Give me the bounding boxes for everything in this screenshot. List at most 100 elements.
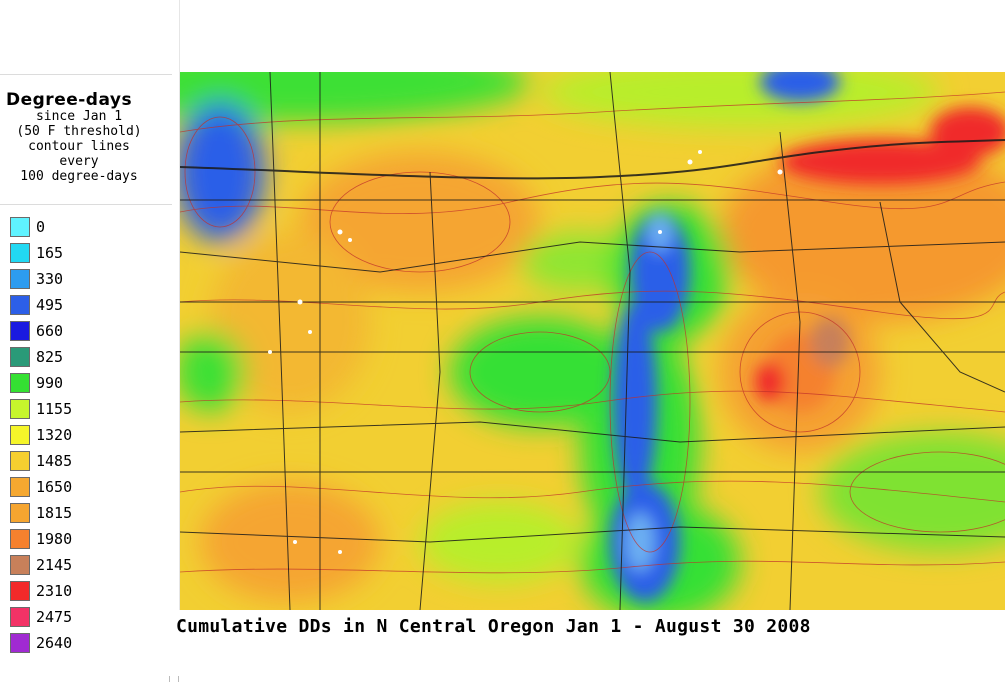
contour-line [180, 181, 1005, 214]
legend-subtitle-line: contour lines [28, 139, 130, 154]
legend-label: 1485 [36, 452, 73, 470]
road-network [180, 72, 1005, 610]
legend-label: 165 [36, 244, 64, 262]
legend-item: 0 [10, 216, 45, 238]
legend-swatch [10, 399, 30, 419]
cold-region [760, 72, 840, 102]
legend-top-rule [0, 74, 172, 75]
urban-spot [348, 238, 352, 242]
legend-item: 495 [10, 294, 63, 316]
legend-label: 990 [36, 374, 64, 392]
road-line [269, 72, 291, 610]
urban-areas [268, 150, 783, 554]
legend-subtitle-line: since Jan 1 [35, 109, 123, 124]
legend-swatch [10, 529, 30, 549]
legend-swatch [10, 633, 30, 653]
cool-region [180, 102, 265, 242]
cool-region [180, 72, 530, 122]
urban-spot [337, 229, 343, 235]
legend-label: 2310 [36, 582, 73, 600]
legend-middle-rule [0, 204, 172, 205]
road-line [419, 171, 441, 610]
legend-subtitle-line: (50 F threshold) [16, 124, 142, 139]
contour-line [180, 290, 1005, 320]
urban-spot [308, 330, 312, 334]
axis-tick [169, 676, 170, 682]
road-line [180, 526, 1005, 543]
map-canvas [180, 72, 1005, 610]
contour-lines [180, 91, 1005, 574]
legend-swatch [10, 477, 30, 497]
legend-swatch [10, 321, 30, 341]
contour-line [180, 390, 1005, 413]
urban-spot [777, 169, 783, 175]
urban-spot [297, 299, 303, 305]
legend-label: 1155 [36, 400, 73, 418]
contour-ring [469, 331, 611, 413]
legend-label: 330 [36, 270, 64, 288]
legend-swatch [10, 451, 30, 471]
legend-swatch [10, 607, 30, 627]
legend-item: 2145 [10, 554, 72, 576]
legend-item: 1155 [10, 398, 72, 420]
legend-label: 495 [36, 296, 64, 314]
legend-label: 1815 [36, 504, 73, 522]
degree-day-map [180, 72, 1005, 610]
legend-item: 1815 [10, 502, 72, 524]
legend-swatch [10, 425, 30, 445]
legend-label: 1650 [36, 478, 73, 496]
legend-item: 330 [10, 268, 63, 290]
contour-ring [739, 311, 861, 433]
contour-ring [849, 451, 1005, 533]
legend-label: 660 [36, 322, 64, 340]
road-line [879, 201, 1005, 393]
urban-spot [268, 350, 272, 354]
river-line [180, 139, 1005, 180]
urban-spot [293, 540, 297, 544]
legend-item: 990 [10, 372, 63, 394]
legend-label: 2475 [36, 608, 73, 626]
legend-label: 0 [36, 218, 46, 236]
legend-label: 1980 [36, 530, 73, 548]
contour-ring [184, 116, 256, 228]
contour-ring [329, 171, 511, 273]
road-line [180, 421, 1005, 443]
panel-divider [179, 0, 180, 610]
urban-spot [338, 550, 342, 554]
urban-spot [698, 150, 702, 154]
legend-swatch [10, 373, 30, 393]
urban-spot [658, 230, 662, 234]
legend-item: 825 [10, 346, 63, 368]
road-line [779, 131, 801, 610]
legend-swatch [10, 503, 30, 523]
legend-swatch [10, 217, 30, 237]
legend-swatch [10, 243, 30, 263]
legend-item: 2475 [10, 606, 72, 628]
axis-tick [178, 676, 179, 682]
hot-region [755, 362, 785, 402]
legend-swatch [10, 347, 30, 367]
legend-subtitle-line: every [59, 154, 99, 169]
contour-line [180, 91, 1005, 133]
hot-region [930, 107, 1005, 157]
legend-item: 1485 [10, 450, 72, 472]
legend-swatch [10, 555, 30, 575]
legend-subtitle-line: 100 degree-days [20, 169, 138, 184]
legend-item: 1980 [10, 528, 72, 550]
contour-line [180, 560, 1005, 574]
cold-peak [625, 512, 655, 572]
hot-region [810, 317, 850, 367]
warm-region [720, 142, 1005, 322]
legend-label: 2145 [36, 556, 73, 574]
legend-label: 825 [36, 348, 64, 366]
contour-ring [609, 251, 691, 553]
map-caption: Cumulative DDs in N Central Oregon Jan 1… [176, 616, 811, 637]
legend-item: 1320 [10, 424, 72, 446]
legend-item: 165 [10, 242, 63, 264]
warm-region [210, 232, 370, 412]
legend-swatch [10, 581, 30, 601]
legend-item: 1650 [10, 476, 72, 498]
cool-region [540, 72, 940, 127]
cool-region [420, 502, 580, 582]
legend-swatch [10, 295, 30, 315]
